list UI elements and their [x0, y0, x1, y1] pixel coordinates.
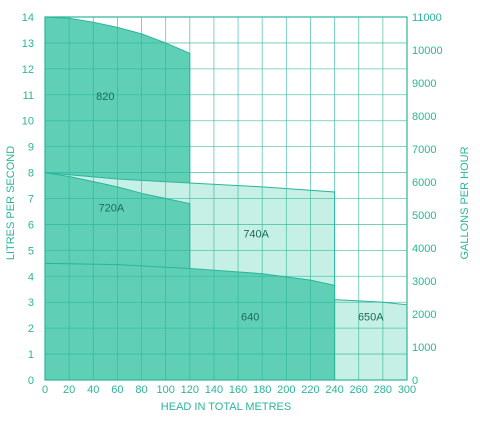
x-tick-label: 200 — [277, 384, 295, 396]
y-right-axis-title: GALLONS PER HOUR — [459, 146, 471, 259]
y-right-tick-label: 10000 — [412, 45, 443, 57]
x-tick-label: 260 — [350, 384, 368, 396]
series-labels: 820 740A 720A 650A 640 — [96, 91, 384, 323]
series-label-740a: 740A — [243, 228, 269, 240]
y-right-tick-label: 4000 — [412, 243, 436, 255]
y-right-tick-label: 9000 — [412, 78, 436, 90]
y-right-tick-label: 0 — [412, 375, 418, 387]
y-left-tick-label: 9 — [28, 142, 34, 154]
y-right-tick-label: 5000 — [412, 210, 436, 222]
y-left-tick-label: 8 — [28, 168, 34, 180]
series-label-640: 640 — [241, 311, 259, 323]
x-tick-label: 300 — [398, 384, 416, 396]
x-tick-label: 160 — [229, 384, 247, 396]
y-left-tick-label: 11 — [23, 90, 34, 102]
y-left-axis-title: LITRES PER SECOND — [5, 146, 17, 260]
plot-frame — [44, 16, 408, 381]
x-tick-label: 220 — [301, 384, 319, 396]
x-axis-title: HEAD IN TOTAL METRES — [161, 401, 291, 413]
series-label-650a: 650A — [358, 311, 384, 323]
y-left-tick-label: 10 — [22, 116, 34, 128]
y-right-tick-label: 11000 — [412, 12, 442, 24]
x-tick-label: 20 — [63, 384, 75, 396]
y-left-tick-label: 0 — [28, 375, 34, 387]
y-right-tick-label: 7000 — [412, 144, 436, 156]
x-tick-label: 60 — [111, 384, 123, 396]
y-left-tick-label: 5 — [28, 245, 34, 257]
x-axis-ticks: 0 20 40 60 80 100 120 140 160 180 200 220 240 260 280 3… — [42, 384, 416, 396]
grid-lines — [45, 16, 407, 380]
y-left-tick-label: 14 — [22, 12, 34, 24]
x-tick-label: 100 — [156, 384, 174, 396]
series-label-820: 820 — [96, 91, 114, 103]
y-right-tick-label: 6000 — [412, 177, 436, 189]
y-right-tick-label: 8000 — [412, 111, 436, 123]
y-left-tick-label: 12 — [22, 64, 34, 76]
x-tick-label: 120 — [181, 384, 199, 396]
series-label-720a: 720A — [99, 202, 125, 214]
y-left-tick-label: 2 — [28, 323, 34, 335]
x-tick-label: 280 — [374, 384, 392, 396]
y-left-tick-label: 13 — [22, 38, 34, 50]
x-tick-label: 240 — [325, 384, 343, 396]
x-tick-label: 40 — [87, 384, 99, 396]
y-left-tick-label: 3 — [28, 297, 34, 309]
y-left-tick-label: 4 — [28, 271, 34, 283]
y-right-tick-label: 1000 — [412, 342, 436, 354]
x-tick-label: 140 — [205, 384, 223, 396]
x-tick-label: 80 — [135, 384, 147, 396]
y-left-tick-label: 7 — [28, 194, 34, 206]
x-tick-label: 0 — [42, 384, 48, 396]
plot-border — [44, 16, 408, 381]
y-right-tick-label: 2000 — [412, 309, 436, 321]
y-left-tick-label: 6 — [28, 219, 34, 231]
y-right-axis-ticks: 0 1000 2000 3000 4000 5000 6000 7000 8000 9000 100… — [412, 12, 443, 387]
y-right-tick-label: 3000 — [412, 276, 436, 288]
y-left-tick-label: 1 — [28, 349, 34, 361]
x-tick-label: 180 — [253, 384, 271, 396]
